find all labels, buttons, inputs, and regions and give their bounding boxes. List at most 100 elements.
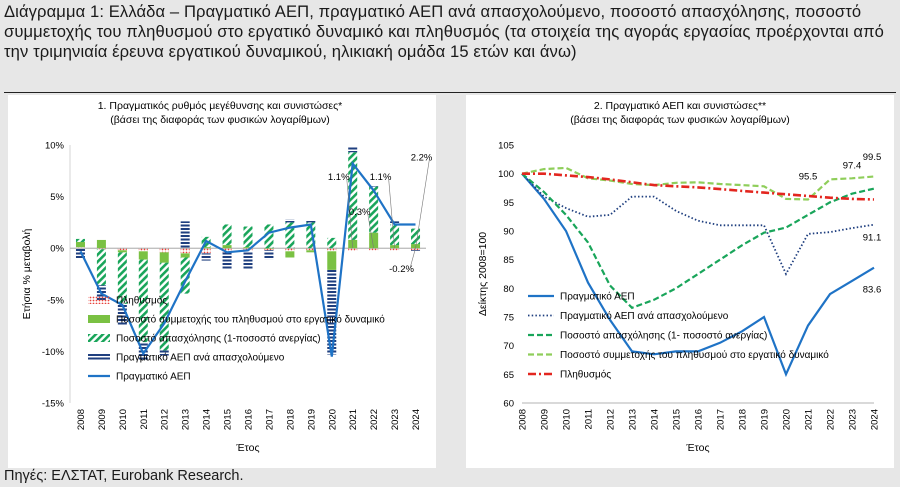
annotation-leader (367, 213, 374, 249)
bar-πραγματικό-2020 (327, 269, 337, 355)
legend-label: Πραγματικό ΑΕΠ (116, 371, 191, 383)
legend-swatch-3 (88, 353, 110, 361)
x-tick-label: 2016 (244, 409, 255, 430)
annotation-leader (415, 158, 430, 249)
x-tick-label: 2010 (562, 409, 573, 430)
x-tick-label: 2014 (202, 409, 213, 430)
legend-swatch-0 (88, 296, 110, 304)
y-tick-label: 0% (50, 244, 64, 255)
bar-ποσοστό-2024 (411, 244, 421, 249)
y-tick-label: 90 (503, 227, 514, 238)
bar-ποσοστό-2012 (159, 252, 169, 263)
bar-πληθυσμός-2008 (75, 247, 85, 249)
chart-panel-index-levels: 2. Πραγματικό ΑΕΠ και συνιστώσες** (βάσε… (466, 95, 894, 468)
x-tick-label: 2024 (411, 409, 422, 430)
bar-ποσοστό-2019 (306, 250, 316, 253)
bar-ποσοστό-2021 (348, 239, 358, 249)
bar-ποσοστό-2016 (243, 247, 253, 249)
bar-ποσοστό-2013 (180, 257, 190, 294)
bar-ποσοστό-2008 (75, 238, 85, 243)
bar-ποσοστό-2020 (327, 237, 337, 249)
data-annotation: 91.1 (863, 233, 882, 244)
source-note: Πηγές: ΕΛΣΤΑΤ, Eurobank Research. (4, 468, 244, 484)
y-tick-label: 100 (498, 169, 514, 180)
x-tick-label: 2012 (606, 409, 617, 430)
series-line-3 (521, 166, 875, 201)
bar-πραγματικό-2021 (348, 147, 358, 153)
bar-ποσοστό-2017 (264, 224, 274, 249)
x-tick-label: 2023 (390, 409, 401, 430)
series-line-0 (521, 172, 875, 378)
bar-ποσοστό-2020 (327, 251, 337, 270)
data-annotation: 99.5 (863, 152, 882, 163)
bar-πραγματικό-2010 (117, 303, 127, 325)
bar-πληθυσμός-2021 (348, 248, 358, 252)
legend-label: Ποσοστό απασχόλησης (1-ποσοστό ανεργίας) (116, 333, 321, 345)
bar-ποσοστό-2011 (138, 251, 148, 260)
bar-ποσοστό-2017 (264, 248, 274, 249)
bar-πραγματικό-2022 (369, 186, 379, 187)
x-tick-label: 2019 (760, 409, 771, 430)
x-tick-label: 2013 (181, 409, 192, 430)
bar-πληθυσμός-2020 (327, 248, 337, 252)
y-axis-label: Δείκτης 2008=100 (477, 232, 489, 316)
bar-ποσοστό-2016 (243, 226, 253, 248)
bar-πραγματικό-2024 (411, 250, 421, 252)
x-tick-label: 2011 (584, 409, 595, 429)
chart-panel-growth-components: 1. Πραγματικός ρυθμός μεγέθυνσης και συν… (8, 95, 436, 468)
chart-subtitle: (βάσει της διαφοράς των φυσικών λογαρίθμ… (110, 114, 330, 126)
chart-title: 2. Πραγματικό ΑΕΠ και συνιστώσες** (594, 100, 766, 112)
bar-πληθυσμός-2015 (222, 248, 232, 253)
x-tick-label: 2021 (804, 409, 815, 430)
title-divider (4, 92, 896, 93)
y-tick-label: 85 (503, 255, 514, 266)
bar-ποσοστό-2010 (117, 252, 127, 304)
series-line-2 (521, 172, 875, 310)
legend-label: Ποσοστό συμμετοχής του πληθυσμού στο εργ… (560, 349, 829, 361)
real-gdp-line (79, 160, 416, 357)
y-tick-label: -15% (42, 399, 65, 410)
bar-ποσοστό-2015 (222, 245, 232, 249)
x-tick-label: 2020 (327, 409, 338, 430)
x-tick-label: 2014 (650, 409, 661, 430)
legend-label: Πραγματικό ΑΕΠ ανά απασχολούμενο (560, 310, 729, 322)
y-tick-label: -10% (42, 347, 65, 358)
y-axis-label: Ετήσια % μεταβολή (21, 229, 33, 320)
data-annotation: 2.2% (411, 152, 433, 163)
legend-swatch-2 (88, 334, 110, 342)
annotation-leader (346, 178, 354, 249)
bar-ποσοστό-2014 (201, 247, 211, 249)
x-tick-label: 2018 (738, 409, 749, 430)
x-tick-label: 2020 (782, 409, 793, 430)
y-tick-label: 80 (503, 284, 514, 295)
data-annotation: 1.1% (328, 172, 350, 183)
bar-πληθυσμός-2022 (369, 248, 379, 251)
bar-ποσοστό-2009 (96, 239, 106, 249)
data-annotation: 97.4 (843, 161, 862, 172)
bar-πραγματικό-2018 (285, 219, 295, 223)
y-tick-label: 105 (498, 141, 514, 152)
chart-subtitle: (βάσει της διαφοράς των φυσικών λογαρίθμ… (570, 114, 790, 126)
x-tick-label: 2012 (160, 409, 171, 430)
data-annotation: -0.2% (389, 264, 414, 275)
bar-ποσοστό-2018 (285, 222, 295, 249)
bar-ποσοστό-2012 (159, 262, 169, 351)
annotation-leader (388, 178, 395, 249)
bar-ποσοστό-2013 (180, 253, 190, 258)
bar-πληθυσμός-2009 (96, 248, 106, 250)
x-tick-label: 2021 (348, 409, 359, 430)
bar-ποσοστό-2019 (306, 222, 316, 249)
bar-ποσοστό-2024 (411, 228, 421, 245)
x-tick-label: 2010 (118, 409, 129, 430)
x-tick-label: 2008 (518, 409, 529, 430)
bar-ποσοστό-2008 (75, 242, 85, 248)
bar-πληθυσμός-2010 (117, 248, 127, 251)
legend-label: Ποσοστό απασχόλησης (1- ποσοστό ανεργίας… (560, 330, 767, 342)
bar-πραγματικό-2015 (222, 252, 232, 270)
growth-components-chart: 1. Πραγματικός ρυθμός μεγέθυνσης και συν… (21, 100, 433, 454)
index-levels-chart: 2. Πραγματικό ΑΕΠ και συνιστώσες** (βάσε… (477, 100, 882, 454)
x-axis-label: Έτος (235, 442, 259, 454)
x-tick-label: 2022 (826, 409, 837, 430)
x-tick-label: 2023 (848, 409, 859, 430)
x-tick-label: 2008 (76, 409, 87, 430)
